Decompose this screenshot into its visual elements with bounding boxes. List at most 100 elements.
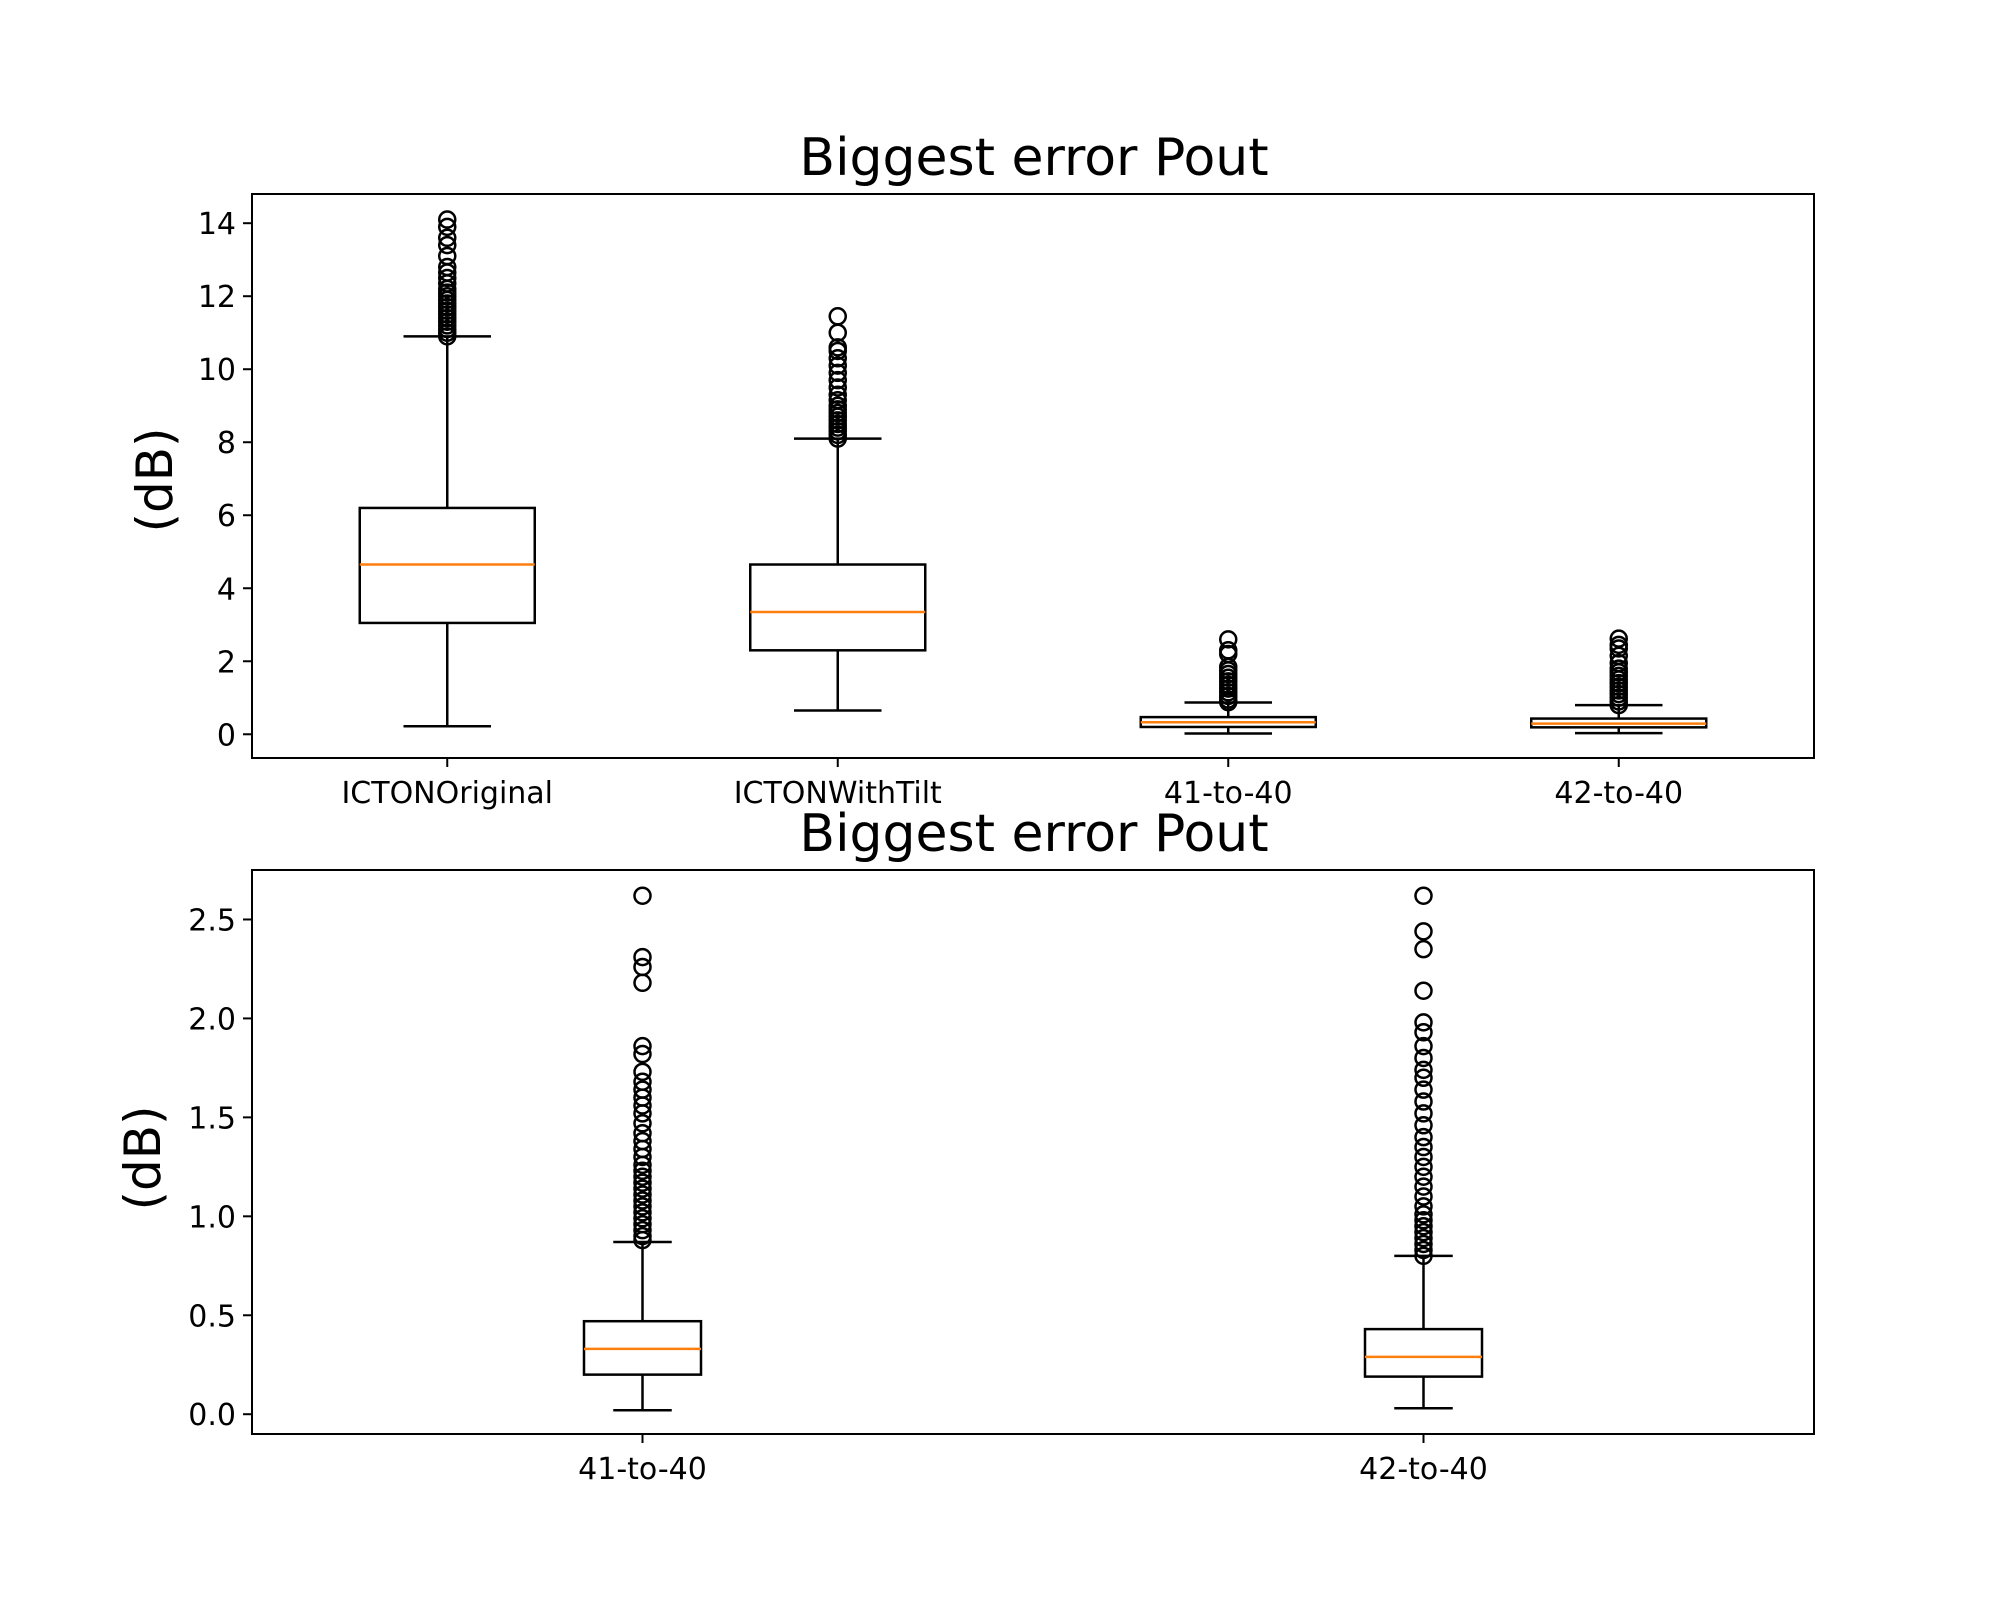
outlier-point xyxy=(1414,1222,1433,1242)
outlier-point xyxy=(633,1131,652,1151)
y-tick-label: 10 xyxy=(198,353,236,388)
outlier-point xyxy=(1609,629,1628,648)
outlier-point xyxy=(1414,1197,1433,1216)
outlier-point xyxy=(633,1226,652,1246)
outlier-point xyxy=(633,947,652,967)
outlier-point xyxy=(633,1167,652,1186)
outlier-point xyxy=(633,1203,652,1222)
outlier-point xyxy=(1414,922,1433,941)
box-ICTONOriginal xyxy=(358,210,536,728)
box-42-to-40 xyxy=(1530,629,1708,735)
outlier-point xyxy=(438,235,457,255)
bottom-boxplot-marks xyxy=(582,886,1484,1412)
outlier-point xyxy=(828,338,847,357)
outlier-point xyxy=(633,886,652,905)
outlier-point xyxy=(1414,1060,1433,1080)
outlier-point xyxy=(828,307,847,326)
outlier-point xyxy=(633,1197,652,1216)
outlier-point xyxy=(438,217,457,237)
x-tick-label: ICTONOriginal xyxy=(341,776,553,811)
outlier-point xyxy=(1414,1116,1433,1135)
outlier-point xyxy=(1414,1234,1433,1254)
top-plot-frame xyxy=(251,193,1815,759)
outlier-point xyxy=(438,257,457,277)
outlier-point xyxy=(828,391,847,410)
box-41-to-40 xyxy=(582,886,703,1412)
outlier-point xyxy=(1414,1187,1433,1206)
outlier-point xyxy=(1414,1036,1433,1056)
bottom-y-axis: 0.0 0.5 1.0 1.5 2.0 2.5 xyxy=(188,903,252,1433)
y-tick-label: 6 xyxy=(217,499,236,534)
top-boxplot-marks xyxy=(358,210,1708,735)
outlier-point xyxy=(633,1220,652,1240)
box-42-to-40 xyxy=(1363,886,1484,1410)
bottom-x-axis: 41-to-40 42-to-40 xyxy=(578,1434,1488,1487)
bottom-y-axis-label: (dB) xyxy=(114,1105,172,1210)
y-tick-label: 1.5 xyxy=(188,1101,236,1136)
x-tick-label: 41-to-40 xyxy=(578,1452,707,1487)
y-tick-label: 2 xyxy=(217,645,236,680)
y-tick-label: 12 xyxy=(198,280,236,315)
y-tick-label: 0.0 xyxy=(188,1398,236,1433)
outlier-point xyxy=(1414,1023,1433,1042)
outlier-point xyxy=(633,1214,652,1234)
outlier-point xyxy=(1414,1147,1433,1167)
x-tick-label: ICTONWithTilt xyxy=(734,776,942,811)
outlier-point xyxy=(1414,1240,1433,1260)
outlier-point xyxy=(1414,1068,1433,1088)
outlier-point xyxy=(633,1044,652,1064)
outlier-point xyxy=(633,1080,652,1099)
outlier-point xyxy=(1414,1157,1433,1177)
outlier-point xyxy=(1414,1080,1433,1099)
outlier-point xyxy=(828,385,847,405)
bottom-boxplot: Biggest error Pout (dB) 0.0 0.5 1.0 1.5 2.0 2… xyxy=(114,804,1815,1487)
interquartile-box xyxy=(749,563,927,652)
outlier-point xyxy=(1414,1127,1433,1147)
top-boxplot: Biggest error Pout (dB) 0 2 4 6 8 10 12 14 ICTO… xyxy=(126,128,1815,811)
outlier-point xyxy=(438,246,457,266)
outlier-point xyxy=(1609,653,1628,673)
outlier-point xyxy=(438,268,457,288)
outlier-point xyxy=(633,1114,652,1133)
box-41-to-40 xyxy=(1139,630,1317,735)
y-tick-label: 0.5 xyxy=(188,1299,236,1334)
outlier-point xyxy=(1414,1167,1433,1186)
outlier-point xyxy=(1414,1228,1433,1248)
outlier-point xyxy=(1414,1092,1433,1111)
outlier-point xyxy=(1414,1048,1433,1068)
outlier-point xyxy=(633,1191,652,1210)
outlier-point xyxy=(633,1173,652,1192)
outlier-point xyxy=(633,1185,652,1204)
outlier-point xyxy=(1609,659,1628,678)
outlier-point xyxy=(1414,1246,1433,1266)
top-y-axis: 0 2 4 6 8 10 12 14 xyxy=(198,207,252,753)
outlier-point xyxy=(633,1072,652,1091)
y-tick-label: 2.5 xyxy=(188,903,236,938)
outlier-point xyxy=(828,349,847,368)
outlier-point xyxy=(1414,1177,1433,1196)
outlier-point xyxy=(1414,1137,1433,1157)
outlier-point xyxy=(1414,1013,1433,1032)
y-tick-label: 2.0 xyxy=(188,1002,236,1037)
bottom-chart-title: Biggest error Pout xyxy=(799,804,1268,864)
outlier-point xyxy=(1414,1104,1433,1123)
bottom-plot-frame xyxy=(251,869,1815,1435)
interquartile-box xyxy=(1363,1327,1484,1378)
outlier-point xyxy=(1414,981,1433,1000)
y-tick-label: 0 xyxy=(217,718,236,753)
top-x-axis: ICTONOriginal ICTONWithTilt 41-to-40 42-to-… xyxy=(341,758,1683,811)
y-tick-label: 1.0 xyxy=(188,1200,236,1235)
outlier-point xyxy=(828,363,847,383)
box-ICTONWithTilt xyxy=(749,307,927,712)
outlier-point xyxy=(1219,641,1238,660)
outlier-point xyxy=(1414,939,1433,959)
outlier-point xyxy=(633,1161,652,1181)
outlier-point xyxy=(1414,1211,1433,1230)
outlier-point xyxy=(1414,1216,1433,1236)
outlier-point xyxy=(1414,1205,1433,1224)
outlier-point xyxy=(438,210,457,229)
x-tick-label: 41-to-40 xyxy=(1164,776,1293,811)
y-tick-label: 4 xyxy=(217,572,236,607)
